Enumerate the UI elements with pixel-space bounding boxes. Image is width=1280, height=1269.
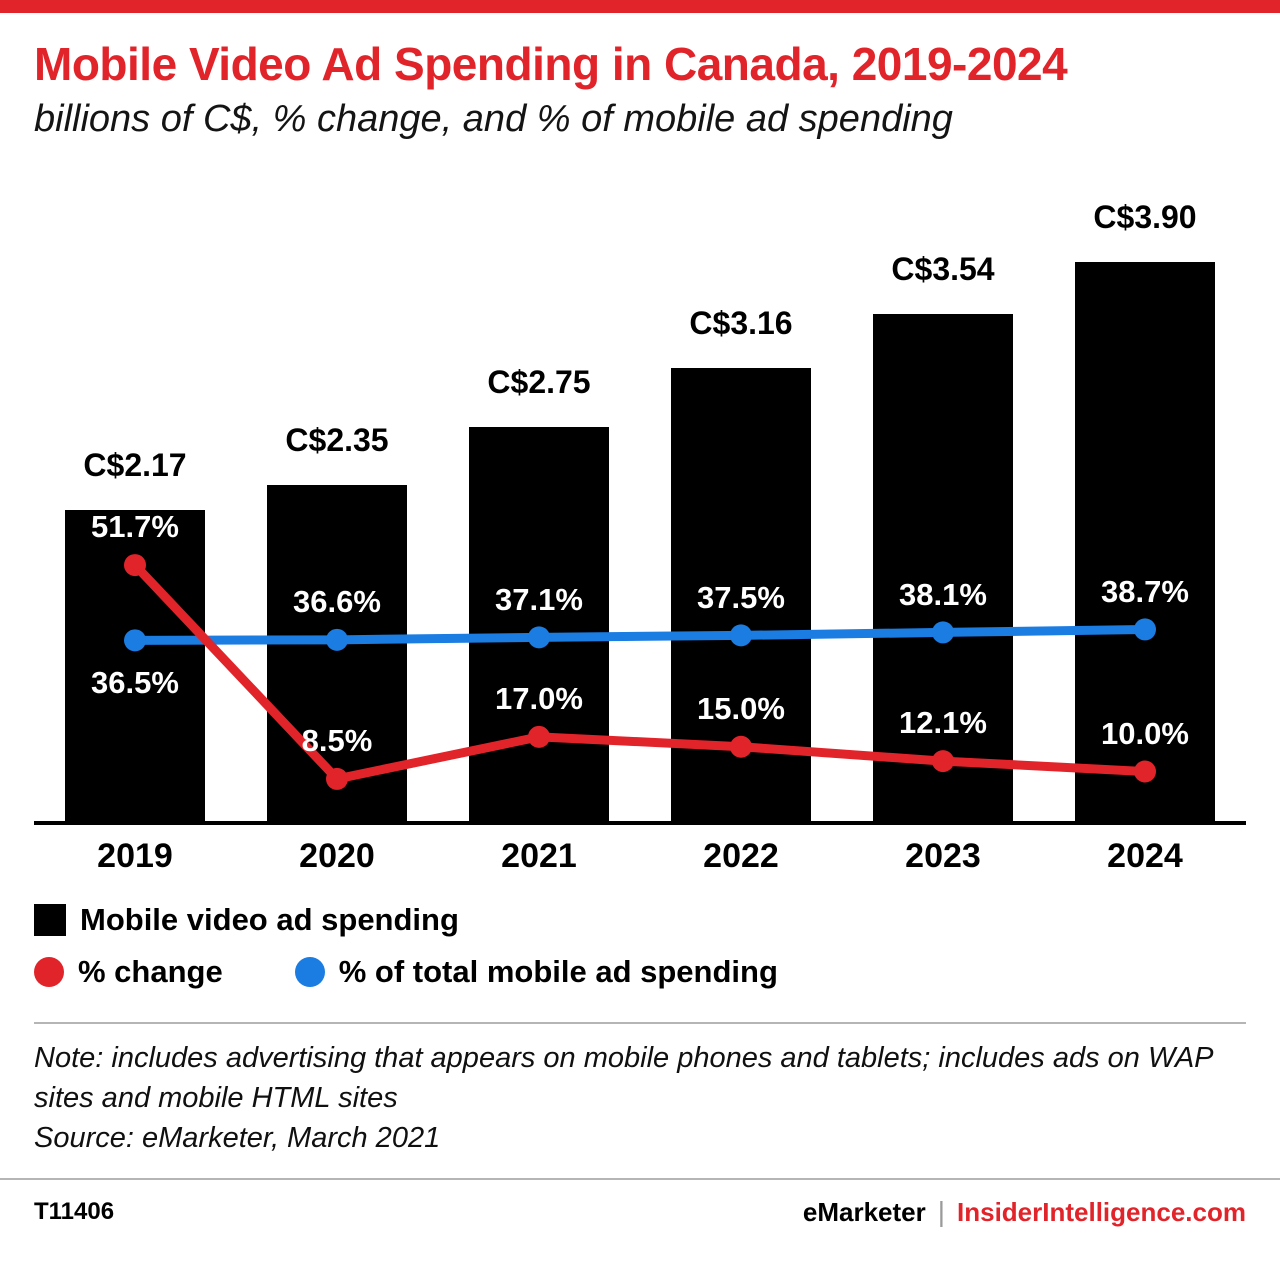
- chart-card: Mobile Video Ad Spending in Canada, 2019…: [0, 13, 1280, 1158]
- legend-red-dot-icon: [34, 957, 64, 988]
- chart-column-2019: C$2.17 51.7% 36.5%: [34, 205, 236, 822]
- legend-item-bar: Mobile video ad spending: [34, 902, 459, 938]
- chart-id: T11406: [34, 1198, 115, 1226]
- pct-share-label: 37.5%: [697, 579, 785, 615]
- legend-item-pct-share: % of total mobile ad spending: [294, 954, 778, 990]
- footer-divider: [0, 1178, 1280, 1181]
- chart: C$2.17 51.7% 36.5% C$2.35 8.5% 36.6% C$2.75 17.…: [34, 199, 1246, 876]
- top-accent-bar: [0, 0, 1280, 13]
- legend-label-pct-change: % change: [78, 954, 223, 990]
- bar-value-label: C$3.90: [1093, 199, 1197, 236]
- brand-separator: |: [937, 1196, 946, 1228]
- legend-label-bar: Mobile video ad spending: [80, 902, 459, 938]
- chart-column-2022: C$3.16 15.0% 37.5%: [640, 205, 842, 822]
- axis-year-label: 2023: [905, 837, 981, 876]
- footer: T11406 eMarketer | InsiderIntelligence.c…: [0, 1180, 1280, 1228]
- notes-block: Note: includes advertising that appears …: [34, 1038, 1246, 1158]
- chart-column-2024: C$3.90 10.0% 38.7%: [1044, 199, 1246, 822]
- legend-item-pct-change: % change: [34, 954, 223, 990]
- legend: Mobile video ad spending % change % of t…: [34, 902, 1246, 990]
- bar-2023: [873, 314, 1013, 822]
- bar-columns: C$2.17 51.7% 36.5% C$2.35 8.5% 36.6% C$2.75 17.…: [34, 199, 1246, 822]
- axis-year-label: 2022: [703, 837, 779, 876]
- legend-row-2: % change % of total mobile ad spending: [34, 954, 1246, 990]
- bar-value-label: C$2.75: [487, 364, 591, 401]
- brand-emarketer: eMarketer: [802, 1196, 926, 1227]
- chart-column-2021: C$2.75 17.0% 37.1%: [438, 205, 640, 822]
- axis-year-label: 2021: [501, 837, 577, 876]
- bar-2020: [267, 484, 407, 822]
- plot-area: C$2.17 51.7% 36.5% C$2.35 8.5% 36.6% C$2.75 17.…: [34, 199, 1246, 826]
- chart-subtitle: billions of C$, % change, and % of mobil…: [34, 97, 953, 140]
- page-title: Mobile Video Ad Spending in Canada, 2019…: [34, 38, 1068, 90]
- axis-year-label: 2020: [299, 837, 375, 876]
- legend-row-1: Mobile video ad spending: [34, 902, 1246, 938]
- pct-change-label: 51.7%: [91, 509, 179, 545]
- x-axis: 2019 2020 2021 2022 2023 2024: [34, 825, 1246, 876]
- notes-divider: [34, 1022, 1246, 1025]
- pct-change-label: 10.0%: [1101, 715, 1189, 751]
- bar-value-label: C$2.17: [83, 447, 187, 484]
- pct-share-label: 38.7%: [1101, 573, 1189, 609]
- pct-change-label: 15.0%: [697, 691, 785, 727]
- pct-change-label: 17.0%: [495, 681, 583, 717]
- pct-share-label: 37.1%: [495, 581, 583, 617]
- bar-value-label: C$3.16: [689, 305, 793, 342]
- chart-column-2020: C$2.35 8.5% 36.6%: [236, 205, 438, 822]
- source-text: Source: eMarketer, March 2021: [34, 1122, 441, 1155]
- legend-bar-swatch-icon: [34, 904, 66, 937]
- axis-year-label: 2019: [97, 837, 173, 876]
- pct-share-label: 36.5%: [91, 664, 179, 700]
- pct-share-label: 36.6%: [293, 584, 381, 620]
- brand-site-link[interactable]: InsiderIntelligence.com: [957, 1196, 1246, 1227]
- axis-year-label: 2024: [1107, 837, 1183, 876]
- pct-change-label: 12.1%: [899, 705, 987, 741]
- bar-2021: [469, 427, 609, 822]
- bar-value-label: C$3.54: [891, 251, 995, 287]
- bar-value-label: C$2.35: [285, 421, 389, 458]
- note-text: Note: includes advertising that appears …: [34, 1042, 1213, 1115]
- pct-share-label: 38.1%: [899, 576, 987, 612]
- pct-change-label: 8.5%: [301, 723, 373, 759]
- legend-label-pct-share: % of total mobile ad spending: [338, 954, 778, 990]
- brand-line: eMarketer | InsiderIntelligence.com: [803, 1196, 1246, 1228]
- legend-blue-dot-icon: [294, 957, 325, 988]
- chart-column-2023: C$3.54 12.1% 38.1%: [842, 205, 1044, 822]
